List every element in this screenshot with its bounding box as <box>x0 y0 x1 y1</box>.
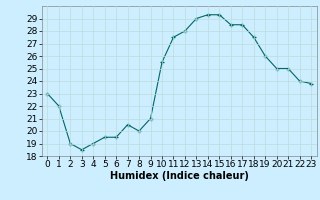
X-axis label: Humidex (Indice chaleur): Humidex (Indice chaleur) <box>110 171 249 181</box>
